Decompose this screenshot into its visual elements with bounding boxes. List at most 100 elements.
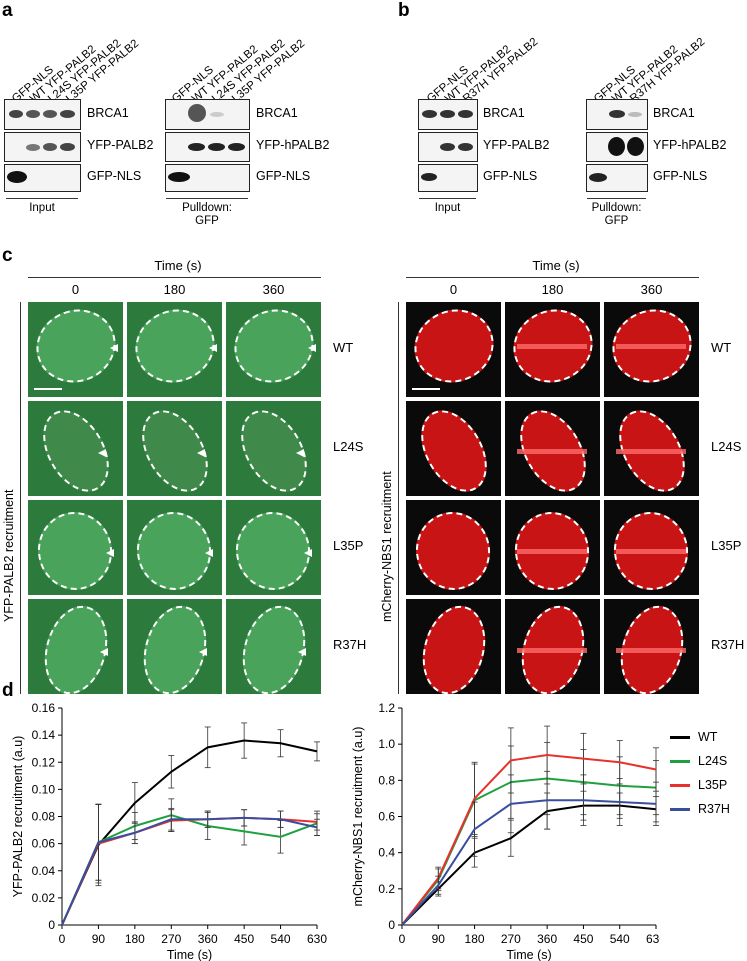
micrograph-cell (226, 599, 321, 694)
arrowhead-icon (110, 344, 118, 352)
blot-row-label: BRCA1 (653, 106, 695, 120)
time-axis-title: Time (s) (154, 258, 202, 273)
nucleus-outline (28, 302, 123, 394)
micrograph-cell (226, 302, 321, 397)
mutant-label: L35P (333, 538, 364, 553)
blot-row-label: YFP-hPALB2 (653, 138, 727, 152)
panel-label-d: d (2, 680, 14, 701)
blot-input-yfp-palb2 (4, 132, 81, 162)
y-tick-label: 0 (388, 918, 395, 932)
micrograph-cell (127, 599, 222, 694)
y-tick-label: 0.12 (32, 755, 56, 769)
panel-label-c: c (2, 245, 13, 266)
x-tick-label: 270 (161, 932, 181, 946)
arrowhead-icon (100, 648, 108, 656)
blot-row-label: GFP-NLS (256, 169, 311, 183)
y-tick-label: 1.0 (378, 737, 395, 751)
nucleus-outline (407, 401, 501, 496)
blot-row-label: GFP-NLS (483, 169, 538, 183)
scale-bar (412, 388, 440, 390)
micrograph-cell (406, 401, 501, 496)
nucleus-outline (409, 506, 497, 595)
nucleus-outline (127, 302, 222, 394)
y-axis-label: YFP-PALB2 recruitment (2, 489, 16, 622)
legend-label: L35P (698, 778, 728, 792)
arrowhead-icon (209, 344, 217, 352)
blot-row-label: GFP-NLS (653, 169, 708, 183)
chart-mcherry-nbs1: 0 0.2 0.4 0.6 0.8 1.0 1.2 0 90 180 270 360 450 540 630… (351, 701, 660, 961)
time-rule (28, 277, 321, 278)
y-tick-label: 0.8 (378, 773, 395, 787)
blot-row-label: YFP-hPALB2 (256, 138, 330, 152)
micrograph-cell (604, 302, 699, 397)
series-line-r37h (401, 799, 657, 926)
y-axis-label: YFP-PALB2 recruitment (a.u) (11, 736, 25, 898)
arrowhead-icon (304, 549, 312, 557)
y-tick-label: 1.2 (378, 701, 395, 715)
damage-stripe (517, 549, 587, 554)
series-line-wt (401, 804, 657, 926)
x-tick-label: 540 (271, 932, 291, 946)
y-tick-label: 0.4 (378, 846, 395, 860)
micrograph-cell (28, 500, 123, 595)
blot-pulldown-gfp-nls (586, 164, 648, 192)
damage-stripe (616, 648, 686, 653)
x-tick-label: 270 (501, 932, 521, 946)
x-tick-label: 90 (432, 932, 446, 946)
series-line-l24s (401, 777, 657, 926)
blot-input-gfp-nls (418, 164, 478, 192)
arrowhead-icon (205, 549, 213, 557)
mutant-label: L24S (711, 439, 742, 454)
micrograph-cell (406, 500, 501, 595)
blot-row-label: YFP-PALB2 (87, 138, 154, 152)
micrograph-cell (28, 302, 123, 397)
micrograph-cell (226, 500, 321, 595)
x-tick-label: 90 (92, 932, 106, 946)
nucleus-outline (406, 302, 501, 394)
blot-pulldown-gfp-nls (165, 164, 250, 192)
x-tick-label: 0 (59, 932, 66, 946)
y-tick-label: 0.06 (32, 837, 56, 851)
damage-stripe (517, 449, 587, 454)
nucleus-outline (227, 401, 321, 496)
x-tick-label: 180 (465, 932, 485, 946)
group-label-input: Input (434, 202, 461, 214)
legend-swatch (670, 784, 690, 788)
arrowhead-icon (98, 449, 106, 457)
nucleus-outline (29, 401, 123, 496)
micrograph-cell (127, 500, 222, 595)
blot-row-label: YFP-PALB2 (483, 138, 550, 152)
panel-label-b: b (398, 0, 410, 21)
arrowhead-icon (197, 449, 205, 457)
x-tick-label: 540 (610, 932, 630, 946)
y-tick-label: 0.2 (378, 882, 395, 896)
blot-row-label: BRCA1 (87, 106, 129, 120)
blot-row-label: BRCA1 (256, 106, 298, 120)
series-line-l35p (401, 754, 657, 926)
y-tick-label: 0.08 (32, 810, 56, 824)
mutant-label: L24S (333, 439, 364, 454)
x-tick-label: 630 (307, 932, 327, 946)
y-tick-label: 0.14 (32, 728, 56, 742)
group-bracket (587, 198, 646, 199)
y-tick-label: 0 (48, 918, 55, 932)
mutant-label: WT (711, 340, 732, 355)
x-tick-label: 450 (573, 932, 593, 946)
group-bracket (166, 198, 248, 199)
damage-stripe (517, 648, 587, 653)
micrograph-cell (505, 599, 600, 694)
y-axis-label: mCherry-NBS1 recruitment (a.u) (351, 727, 365, 907)
blot-pulldown-brca1 (586, 99, 648, 130)
panel-label-a: a (2, 0, 13, 21)
mutant-label: L35P (711, 538, 742, 553)
series-line-l35p (61, 816, 318, 926)
micrograph-cell (28, 599, 123, 694)
micrograph-cell (505, 500, 600, 595)
legend-swatch (670, 736, 690, 740)
group-label-pulldown: Pulldown: GFP (182, 202, 232, 227)
group-label-input: Input (29, 202, 55, 214)
mutant-label: WT (333, 340, 354, 355)
micrograph-cell (127, 401, 222, 496)
blot-input-brca1 (4, 99, 81, 130)
time-label: 360 (640, 282, 663, 297)
